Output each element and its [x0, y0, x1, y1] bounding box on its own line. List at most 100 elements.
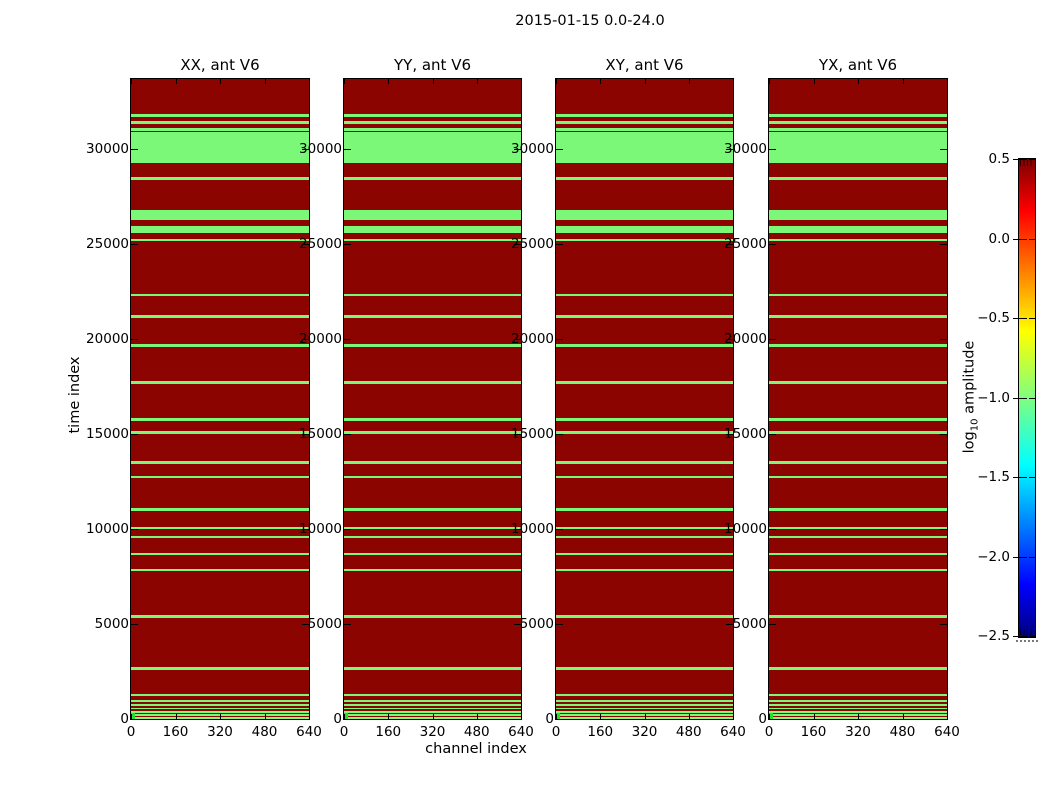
- y-tick-mark: [514, 529, 521, 531]
- x-tick-mark: [813, 79, 815, 84]
- panel-title: XY, ant V6: [605, 56, 684, 74]
- green-stripe: [556, 128, 733, 131]
- colorbar-tick-label: −2.0: [977, 548, 1010, 565]
- heatmap-panel: [555, 78, 734, 720]
- x-tick-mark: [644, 79, 646, 84]
- y-tick-label: 15000: [511, 426, 554, 443]
- y-tick-mark: [514, 149, 521, 151]
- corner-marker: [131, 713, 136, 719]
- y-tick-mark: [769, 719, 776, 720]
- green-stripe: [769, 527, 947, 530]
- y-tick-mark: [514, 624, 521, 626]
- green-stripe: [556, 380, 733, 384]
- x-tick-mark: [600, 79, 602, 84]
- green-stripe: [556, 707, 733, 710]
- y-tick-mark: [344, 529, 351, 531]
- x-tick-label: 480: [251, 724, 278, 740]
- green-stripe: [344, 535, 521, 538]
- x-tick-label: 640: [720, 724, 746, 740]
- green-stripe: [556, 699, 733, 702]
- x-tick-mark: [432, 79, 434, 84]
- x-tick-mark: [476, 714, 478, 719]
- y-tick-label: 25000: [86, 236, 129, 253]
- x-tick-mark: [858, 714, 859, 719]
- y-tick-label: 30000: [511, 141, 554, 158]
- green-stripe: [769, 615, 947, 618]
- green-stripe: [131, 238, 309, 242]
- green-stripe: [131, 293, 309, 297]
- y-tick-mark: [302, 529, 309, 531]
- y-tick-label: 0: [758, 711, 767, 727]
- green-stripe: [131, 707, 309, 710]
- green-stripe: [131, 693, 309, 696]
- y-tick-mark: [556, 719, 563, 720]
- x-tick-mark: [344, 79, 345, 84]
- x-tick-label: 0: [126, 724, 136, 740]
- colorbar-tick-mark: [1013, 159, 1027, 160]
- x-tick-label: 640: [508, 724, 534, 740]
- green-stripe: [344, 703, 521, 706]
- green-stripe: [769, 568, 947, 572]
- y-tick-mark: [344, 719, 351, 720]
- y-tick-label: 15000: [724, 426, 767, 443]
- green-stripe: [556, 703, 733, 706]
- y-tick-mark: [769, 339, 776, 341]
- green-stripe: [344, 344, 521, 347]
- x-tick-mark: [947, 79, 948, 84]
- y-tick-mark: [131, 719, 138, 720]
- y-tick-mark: [769, 529, 776, 531]
- green-stripe: [556, 508, 733, 511]
- green-stripe: [556, 315, 733, 319]
- green-stripe: [131, 380, 309, 384]
- green-stripe: [131, 699, 309, 702]
- y-tick-mark: [940, 719, 947, 720]
- green-stripe: [344, 711, 521, 713]
- colorbar-tick-mark: [1029, 636, 1036, 637]
- figure-title: 2015-01-15 0.0-24.0: [515, 13, 665, 29]
- y-tick-mark: [726, 434, 733, 436]
- y-tick-mark: [514, 339, 521, 341]
- y-tick-mark: [556, 434, 563, 436]
- x-tick-mark: [175, 79, 177, 84]
- green-stripe: [131, 703, 309, 706]
- y-tick-mark: [556, 149, 563, 151]
- y-tick-label: 25000: [511, 236, 554, 253]
- y-tick-mark: [131, 339, 138, 341]
- green-stripe: [131, 615, 309, 618]
- green-stripe: [769, 535, 947, 538]
- green-stripe: [769, 315, 947, 319]
- green-stripe: [344, 431, 521, 434]
- y-tick-label: 5000: [519, 616, 554, 633]
- colorbar-tick-mark: [1029, 556, 1036, 558]
- green-stripe: [556, 132, 733, 163]
- colorbar-top-hatch: [1020, 160, 1034, 166]
- colorbar-tick-mark: [1029, 238, 1036, 240]
- colorbar-bottom-hatch: [1020, 629, 1034, 635]
- x-tick-mark: [220, 714, 221, 719]
- x-tick-mark: [309, 79, 310, 84]
- y-tick-label: 10000: [724, 521, 767, 538]
- x-tick-label: 320: [419, 724, 446, 740]
- green-stripe: [769, 238, 947, 242]
- green-stripe: [769, 693, 947, 696]
- green-stripe: [769, 475, 947, 479]
- x-tick-label: 640: [934, 724, 960, 740]
- x-tick-mark: [600, 714, 602, 719]
- green-stripe: [344, 475, 521, 479]
- x-tick-mark: [220, 79, 221, 84]
- y-tick-mark: [769, 434, 776, 436]
- y-tick-mark: [726, 529, 733, 531]
- green-stripe: [344, 508, 521, 511]
- y-tick-mark: [556, 624, 563, 626]
- y-tick-mark: [940, 434, 947, 436]
- x-tick-mark: [264, 714, 266, 719]
- green-stripe: [769, 210, 947, 220]
- y-tick-mark: [302, 624, 309, 626]
- heatmap-panel: [130, 78, 310, 720]
- y-tick-mark: [131, 529, 138, 531]
- y-tick-mark: [344, 149, 351, 151]
- green-stripe: [344, 210, 521, 220]
- green-stripe: [131, 508, 309, 511]
- x-tick-mark: [688, 714, 690, 719]
- x-tick-label: 160: [375, 724, 402, 740]
